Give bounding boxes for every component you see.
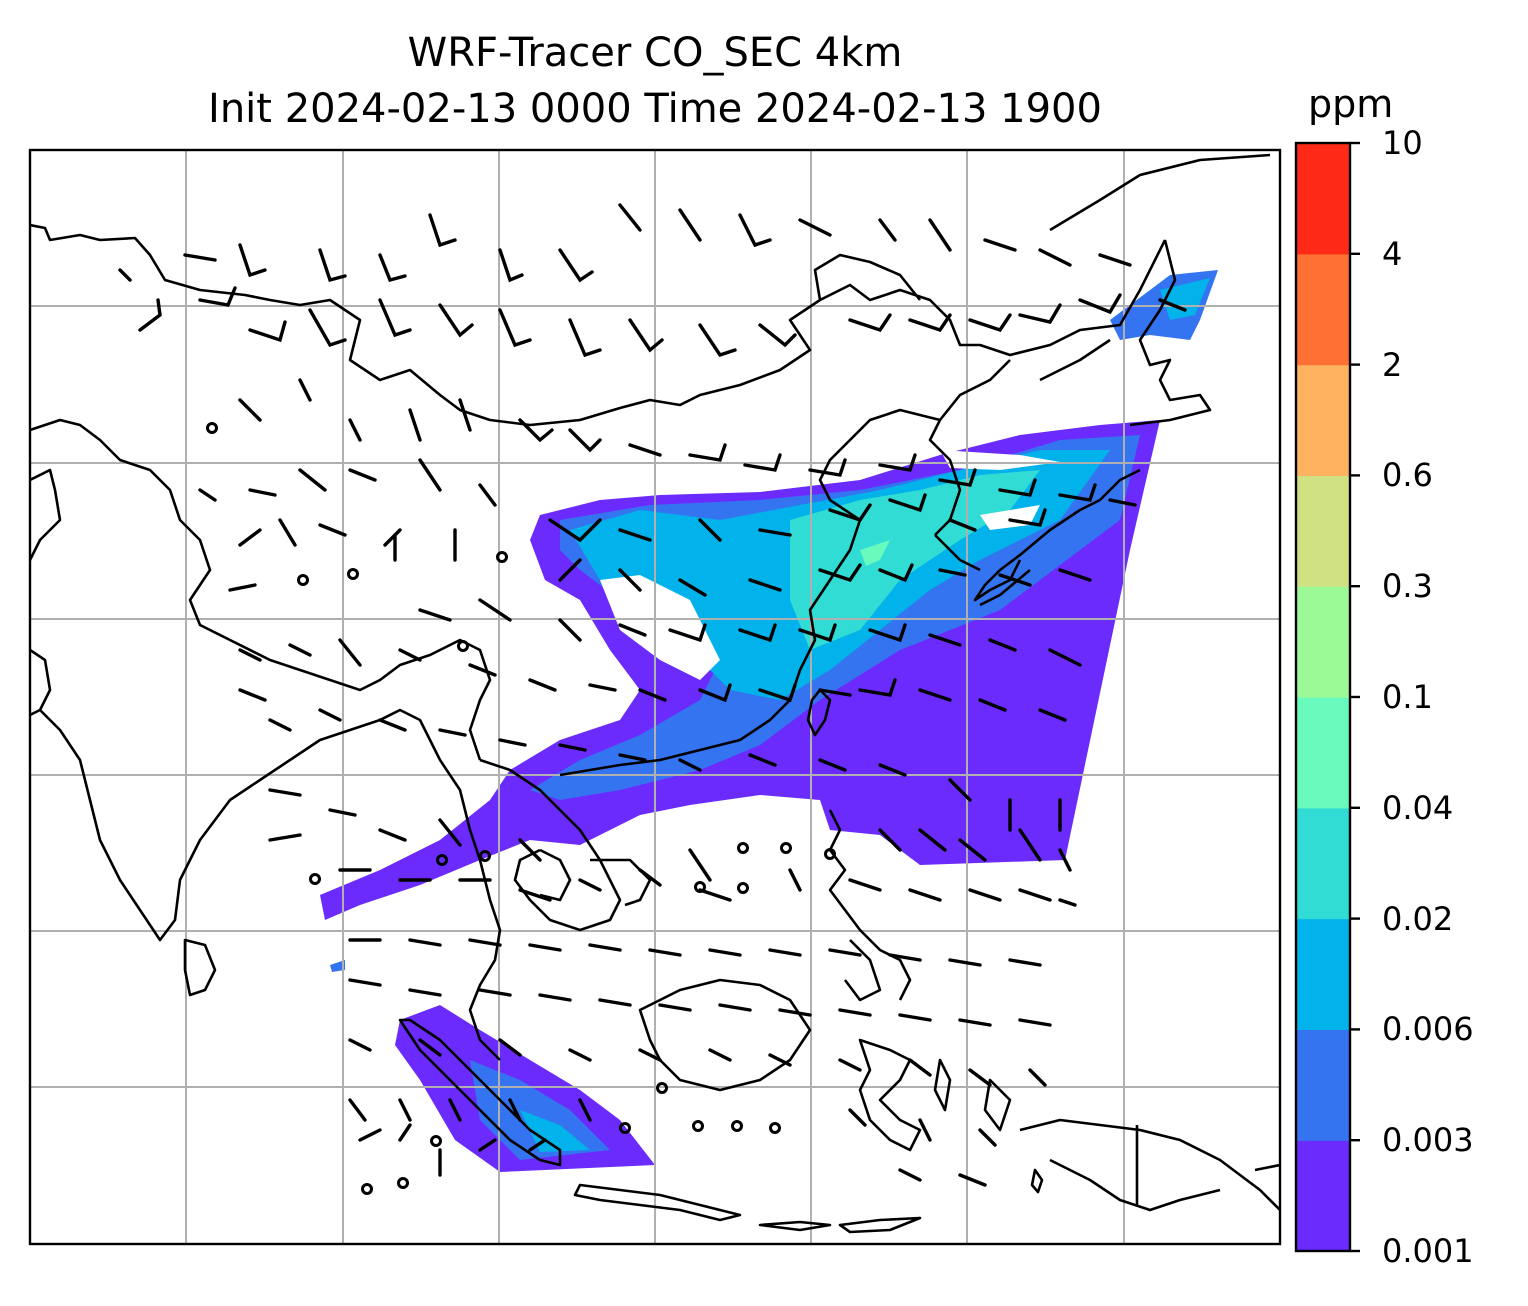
map-canvas	[30, 150, 1280, 1244]
map-frame	[28, 148, 1282, 1246]
plume-gap-2	[940, 450, 1060, 470]
colorbar-tick-label: 0.003	[1382, 1121, 1474, 1160]
colorbar-tick-label: 0.006	[1382, 1010, 1474, 1049]
colorbar-segment	[1296, 364, 1350, 476]
plume-ne-tip-inner	[1160, 278, 1210, 320]
colorbar-tick-label: 0.6	[1382, 456, 1433, 495]
colorbar-tick-label: 2	[1382, 345, 1403, 384]
colorbar-segment	[1296, 1029, 1350, 1141]
colorbar-tick-label: 0.04	[1382, 788, 1454, 827]
plume-speck	[330, 960, 345, 972]
colorbar-segment	[1296, 253, 1350, 366]
wind-barbs	[118, 203, 1187, 1187]
colorbar-tick-label: 0.1	[1382, 678, 1433, 716]
plume-0-04	[860, 540, 890, 566]
colorbar-segment	[1296, 143, 1350, 255]
colorbar-tick-label: 0.3	[1382, 567, 1433, 606]
colorbar-segment	[1296, 918, 1350, 1030]
calm-circles	[206, 422, 836, 1195]
colorbar-tick-label: 0.001	[1382, 1232, 1474, 1270]
map-title-line1: WRF-Tracer CO_SEC 4km	[407, 30, 903, 76]
coastlines	[30, 153, 1280, 1234]
map-title-line2: Init 2024-02-13 0000 Time 2024-02-13 190…	[208, 86, 1102, 132]
colorbar-segment	[1296, 807, 1350, 920]
colorbar	[1294, 141, 1360, 1253]
gridlines	[30, 150, 1280, 1244]
plume-south-core	[520, 1110, 590, 1152]
colorbar-segment	[1296, 586, 1350, 698]
colorbar-tick-label: 0.02	[1382, 899, 1454, 938]
colorbar-segment	[1296, 1140, 1350, 1252]
colorbar-segment	[1296, 475, 1350, 587]
colorbar-tick-label: 4	[1382, 234, 1403, 273]
plume-gap-1	[600, 575, 720, 680]
colorbar-unit-label: ppm	[1308, 82, 1394, 126]
colorbar-tick-label: 10	[1382, 124, 1423, 162]
colorbar-segment	[1296, 697, 1350, 809]
